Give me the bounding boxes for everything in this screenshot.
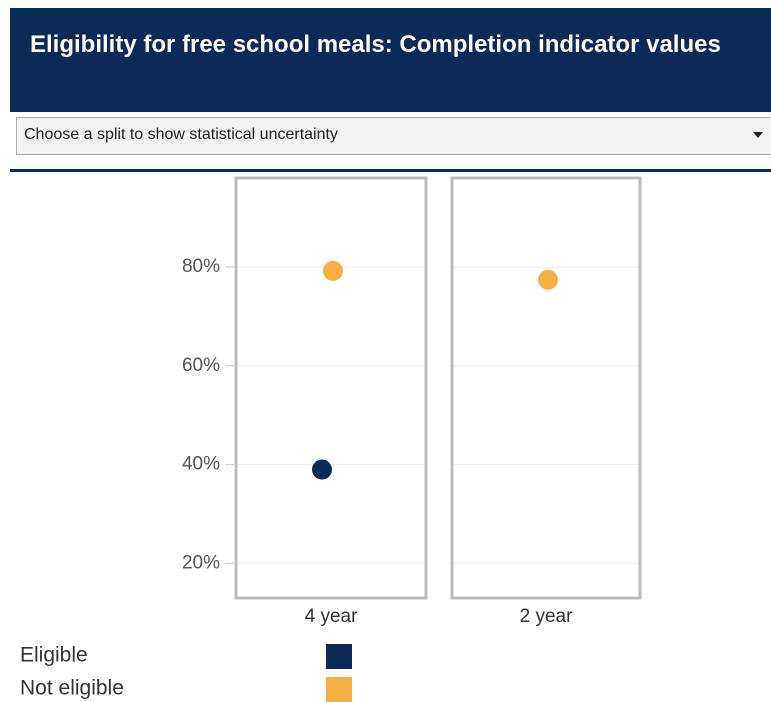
dropdown-label: Choose a split to show statistical uncer… [24, 126, 338, 143]
panel [234, 176, 428, 600]
x-tick-label: 2 year [520, 606, 573, 627]
dropdown[interactable]: Choose a split to show statistical uncer… [16, 117, 771, 155]
legend-label: Eligible [20, 644, 88, 667]
x-tick-label: 4 year [305, 606, 358, 627]
legend-swatch [326, 644, 352, 669]
y-tick-label: 40% [182, 454, 220, 475]
y-tick-label: 60% [182, 355, 220, 376]
filter-bar: Choose a split to show statistical uncer… [10, 112, 771, 172]
y-tick-label: 80% [182, 256, 220, 277]
legend-label: Not eligible [20, 677, 124, 700]
dropdown-arrow [753, 132, 763, 138]
dot [323, 260, 343, 281]
panel [450, 176, 642, 600]
dot [538, 269, 558, 290]
title: Eligibility for free school meals: Compl… [30, 31, 721, 58]
legend-swatch [326, 677, 352, 702]
header: Eligibility for free school meals: Compl… [10, 8, 771, 112]
dot [312, 459, 332, 480]
y-tick-label: 20% [182, 552, 220, 573]
